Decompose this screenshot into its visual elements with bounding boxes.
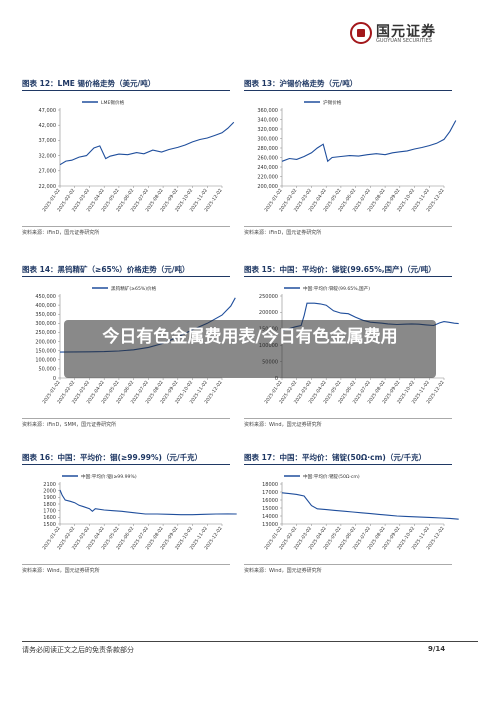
wolframite-price-chart: 黑钨精矿(≥65%)价格 0 50,000 100,000 150,000 200,000… (35, 285, 236, 405)
title-divider (244, 464, 452, 465)
y-tick-label: 0 (53, 376, 56, 382)
lme-tin-price-chart: LME锡价格 22,000 27,000 32,000 37,000 42,000 47,0… (39, 99, 235, 213)
series-line (281, 120, 457, 163)
logo-chinese-name: 国元证券 (376, 24, 436, 40)
chart-title: 图表 15：中国：平均价：锑锭(99.65%,国产)（元/吨） (244, 265, 436, 274)
chart-title: 图表 14：黑钨精矿（≥65%）价格走势（元/吨） (22, 265, 190, 274)
footer-divider (22, 641, 478, 642)
y-tick-label: 13000 (262, 522, 278, 528)
y-tick-label: 320,000 (257, 127, 278, 133)
y-tick-label: 18000 (262, 482, 278, 488)
chart-title: 图表 17：中国：平均价：锗锭(50Ω·cm)（元/千克） (244, 453, 427, 462)
source-divider (22, 564, 230, 565)
chart-source: 资料来源：iFinD，国元证券研究所 (244, 230, 322, 236)
title-divider (244, 276, 452, 277)
chart-source: 资料来源：Wind，国元证券研究所 (244, 568, 322, 574)
y-tick-label: 0 (275, 376, 278, 382)
y-tick-label: 2100 (43, 482, 56, 488)
chart-title: 图表 12：LME 锡价格走势（美元/吨） (22, 79, 156, 88)
source-divider (22, 418, 230, 419)
title-divider (22, 464, 230, 465)
series-line (59, 489, 237, 516)
y-tick-label: 17000 (262, 490, 278, 496)
y-tick-label: 280,000 (257, 146, 278, 152)
y-tick-label: 250000 (259, 294, 278, 300)
y-tick-label: 1500 (43, 522, 56, 528)
chart-source: 资料来源：iFinD，国元证券研究所 (22, 230, 100, 236)
series-line (59, 121, 235, 166)
logo-english-name: GUOYUAN SECURITIES (376, 38, 432, 44)
y-tick-label: 350,000 (35, 312, 56, 318)
series-line (281, 492, 459, 520)
title-divider (244, 90, 452, 91)
chart-panel-17: 图表 17：中国：平均价：锗锭(50Ω·cm)（元/千克） 中国:平均价:锗锭(… (244, 452, 459, 576)
chart-title: 图表 13：沪锡价格走势（元/吨） (244, 79, 358, 88)
y-tick-label: 100,000 (35, 358, 56, 364)
shfe-tin-price-chart: 沪锡价格 200,000 220,000 240,000 260,000 280,000 3… (257, 99, 457, 213)
brand-logo: 国元证券 GUOYUAN SECURITIES (350, 22, 470, 50)
legend-label: LME锡价格 (101, 99, 125, 106)
y-tick-label: 340,000 (257, 117, 278, 123)
source-divider (244, 564, 452, 565)
source-divider (244, 226, 452, 227)
y-tick-label: 220,000 (257, 174, 278, 180)
chart-source: 资料来源：Wind，国元证券研究所 (244, 422, 322, 428)
y-tick-label: 37,000 (39, 138, 57, 144)
logo-emblem-icon (350, 22, 372, 44)
chart-source: 资料来源：iFinD，SMM，国元证券研究所 (22, 422, 117, 428)
y-tick-label: 50,000 (39, 367, 57, 373)
y-tick-label: 1700 (43, 508, 56, 514)
y-tick-label: 14000 (262, 514, 278, 520)
legend-label: 沪锡价格 (323, 99, 342, 106)
source-divider (22, 226, 230, 227)
y-tick-label: 47,000 (39, 108, 57, 114)
y-tick-label: 150,000 (35, 348, 56, 354)
y-tick-label: 260,000 (257, 155, 278, 161)
y-tick-label: 16000 (262, 498, 278, 504)
y-tick-label: 1900 (43, 495, 56, 501)
chart-panel-13: 图表 13：沪锡价格走势（元/吨） 沪锡价格 200,000 220,000 240,… (244, 78, 457, 238)
y-tick-label: 300,000 (35, 321, 56, 327)
chart-panel-12: 图表 12：LME 锡价格走势（美元/吨） LME锡价格 22,000 27,000… (22, 78, 235, 238)
chart-panel-16: 图表 16：中国：平均价：铟(≥99.99%)（元/千克） 中国:平均价:铟(≥… (22, 452, 237, 576)
legend-label: 黑钨精矿(≥65%)价格 (111, 285, 157, 292)
y-tick-label: 1800 (43, 502, 56, 508)
y-tick-label: 300,000 (257, 136, 278, 142)
y-tick-label: 32,000 (39, 153, 57, 159)
chart-title: 图表 16：中国：平均价：铟(≥99.99%)（元/千克） (22, 453, 203, 462)
title-overlay-banner: 今日有色金属费用表/今日有色金属费用 (64, 320, 436, 378)
y-tick-label: 42,000 (39, 123, 57, 129)
legend-label: 中国:平均价:铟(≥99.99%) (81, 473, 137, 480)
y-tick-label: 200,000 (257, 184, 278, 190)
chart-source: 资料来源：Wind，国元证券研究所 (22, 568, 100, 574)
y-tick-label: 27,000 (39, 169, 57, 175)
y-tick-label: 360,000 (257, 108, 278, 114)
footer-disclaimer: 请务必阅读正文之后的免责条款部分 (22, 646, 134, 654)
overlay-title: 今日有色金属费用表/今日有色金属费用 (102, 327, 398, 347)
y-tick-label: 15000 (262, 506, 278, 512)
y-tick-label: 22,000 (39, 184, 57, 190)
germanium-price-chart: 中国:平均价:锗锭(50Ω·cm) 13000 14000 15000 16000 170… (262, 473, 459, 551)
y-tick-label: 250,000 (35, 330, 56, 336)
y-tick-label: 1600 (43, 515, 56, 521)
y-tick-label: 450,000 (35, 294, 56, 300)
title-divider (22, 90, 230, 91)
indium-price-chart: 中国:平均价:铟(≥99.99%) 15001600170018001900200… (41, 473, 237, 551)
chart-panel-14: 图表 14：黑钨精矿（≥65%）价格走势（元/吨） 黑钨精矿(≥65%)价格 0 5… (22, 264, 236, 432)
y-tick-label: 200,000 (35, 339, 56, 345)
title-divider (22, 276, 230, 277)
y-tick-label: 240,000 (257, 165, 278, 171)
legend-label: 中国:平均价:锗锭(50Ω·cm) (303, 473, 360, 480)
y-tick-label: 400,000 (35, 303, 56, 309)
y-tick-label: 2000 (43, 488, 56, 494)
legend-label: 中国:平均价:锑锭(99.65%,国产) (303, 285, 370, 292)
source-divider (244, 418, 452, 419)
y-tick-label: 200000 (259, 310, 278, 316)
page-number: 9/14 (428, 645, 446, 653)
